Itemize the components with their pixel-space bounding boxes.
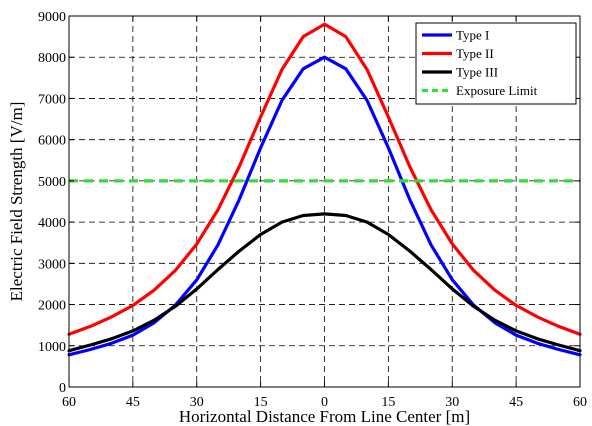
legend-label: Type I [456, 28, 489, 43]
y-tick-label: 3000 [38, 257, 66, 272]
axis-ticks: 60 45 30 15 0 15 30 45 6001000200030004000500060… [38, 10, 587, 410]
legend-label: Type II [456, 46, 494, 61]
series-line-type-ii [67, 22, 582, 336]
y-tick-label: 7000 [38, 92, 66, 107]
legend-label: Exposure Limit [456, 83, 538, 98]
series-line-type-i [67, 55, 582, 357]
y-tick-label: 8000 [38, 51, 66, 66]
x-tick-label: 60 [573, 395, 587, 410]
x-tick-label: 30 [190, 395, 204, 410]
x-tick-label: 60 [62, 395, 76, 410]
x-tick-label: 45 [126, 395, 140, 410]
x-tick-label: 30 [445, 395, 459, 410]
x-tick-label: 15 [381, 395, 395, 410]
y-tick-label: 4000 [38, 216, 66, 231]
x-axis-title: Horizontal Distance From Line Center [m] [179, 407, 470, 426]
y-tick-label: 5000 [38, 175, 66, 190]
series-lines [67, 22, 582, 357]
y-tick-label: 2000 [38, 299, 66, 314]
y-tick-label: 9000 [38, 10, 66, 25]
x-tick-label: 0 [321, 395, 328, 410]
x-tick-label: 45 [509, 395, 523, 410]
legend: Type I Type II Type III Exposure Limit [415, 22, 577, 105]
y-tick-label: 6000 [38, 134, 66, 149]
y-tick-label: 0 [59, 381, 66, 396]
legend-label: Type III [456, 65, 498, 80]
series-line-type-iii [67, 212, 582, 353]
x-tick-label: 15 [254, 395, 268, 410]
y-axis-title: Electric Field Strength [V/m] [7, 102, 26, 302]
y-tick-label: 1000 [38, 340, 66, 355]
